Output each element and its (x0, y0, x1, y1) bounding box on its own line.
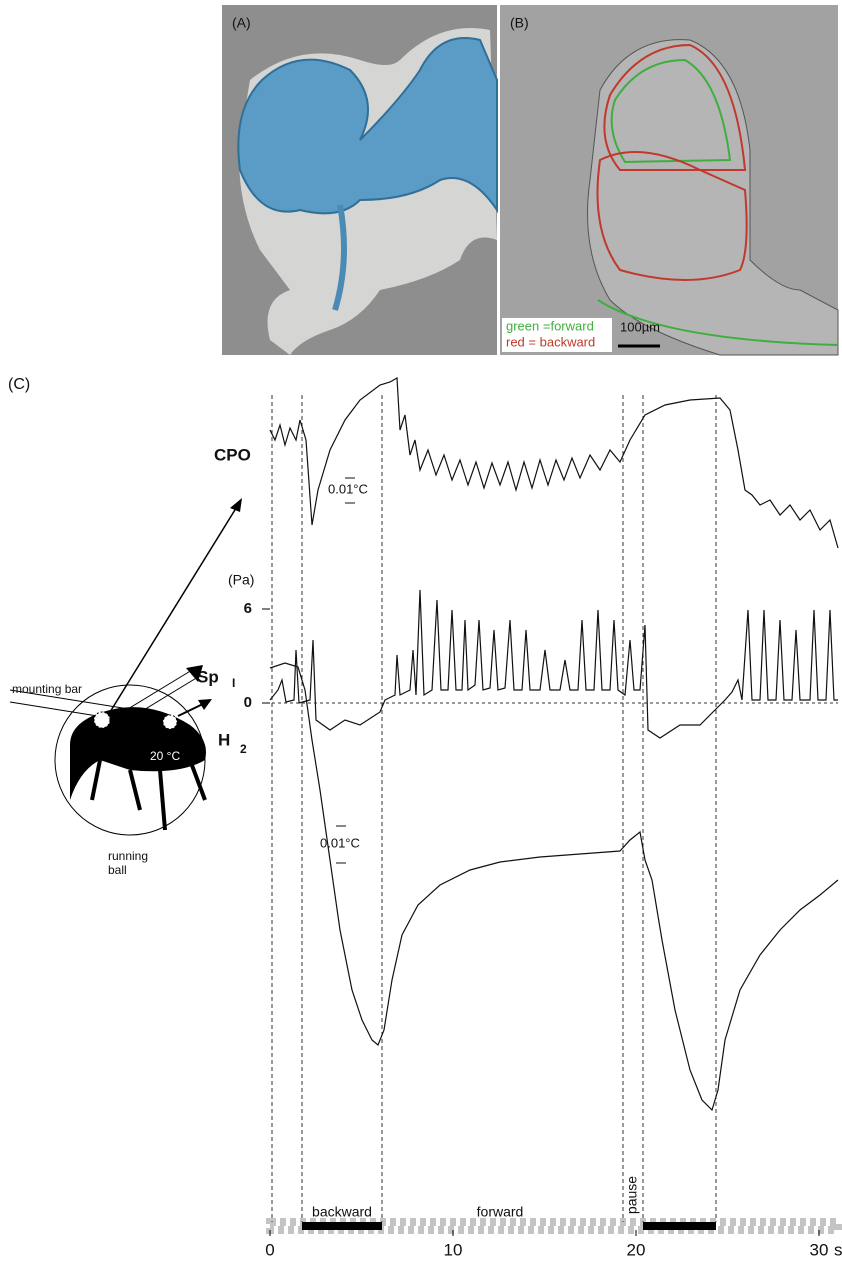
panel-label: (B) (510, 15, 529, 31)
backward-bar (302, 1222, 382, 1230)
y-tick-label: 6 (244, 600, 252, 617)
h2-trace (270, 663, 838, 1110)
phase-label: forward (477, 1204, 524, 1220)
scale-label: 0.01°C (320, 835, 360, 850)
panel-a: (A) (222, 5, 497, 355)
cpo-trace (270, 378, 838, 548)
scale-label: 0.01°C (328, 481, 368, 496)
sensor (94, 712, 110, 728)
fly-diagram: mounting bar 20 °C running ball (10, 498, 242, 877)
panel-label: (C) (8, 376, 30, 393)
panel-c: (C) CPO 0.01°C (Pa) 06 Sp I H 2 0.01°C (8, 376, 842, 1259)
x-tick-label: 0 (265, 1240, 274, 1259)
sensor (163, 715, 177, 729)
x-unit: s (834, 1240, 842, 1259)
phase-label: pause (624, 1176, 640, 1214)
panel-label: (A) (232, 15, 251, 31)
scale-bar-label: 100µm (620, 319, 660, 334)
backward-bar (643, 1222, 716, 1230)
temperature-label: 20 °C (150, 749, 180, 763)
legend-entry: red = backward (506, 334, 595, 349)
trace-label: H (218, 730, 230, 749)
arrowhead (230, 498, 242, 512)
phase-lines (272, 395, 716, 1222)
legend-entry: green =forward (506, 318, 594, 333)
mounting-bar-label: mounting bar (12, 682, 82, 696)
x-axis: s 0 10 20 30 (265, 1230, 842, 1259)
unit-label: (Pa) (228, 572, 254, 588)
trace-label: CPO (214, 445, 251, 464)
sp-trace (270, 590, 838, 738)
y-tick-label: 0 (244, 694, 252, 711)
x-tick-label: 10 (444, 1240, 463, 1259)
ball-label: running (108, 849, 148, 863)
phase-label: backward (312, 1204, 372, 1220)
figure: (A) (B) green =forward red = backward 10… (0, 0, 842, 1262)
trace-subscript: 2 (240, 742, 247, 756)
x-tick-label: 20 (627, 1240, 646, 1259)
panel-b: (B) green =forward red = backward 100µm (500, 5, 838, 355)
ball-label: ball (108, 863, 127, 877)
trace-subscript: I (232, 676, 235, 690)
x-tick-label: 30 (810, 1240, 829, 1259)
